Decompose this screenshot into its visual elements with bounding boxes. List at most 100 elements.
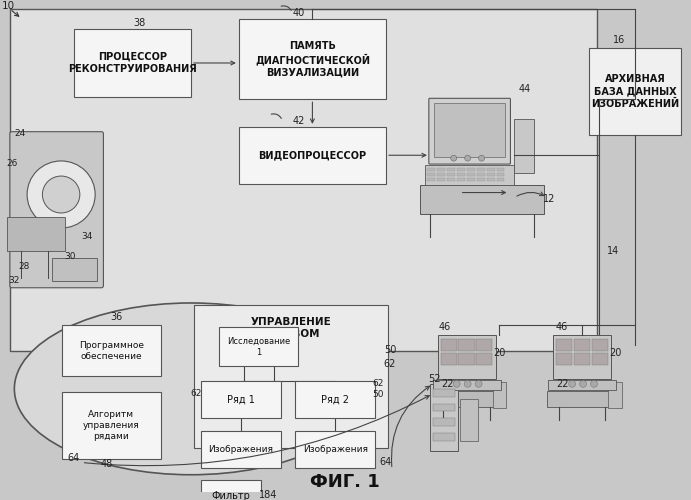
Circle shape [464,380,471,388]
Text: 34: 34 [81,232,92,241]
Text: 64: 64 [379,458,391,468]
FancyBboxPatch shape [457,168,464,172]
FancyBboxPatch shape [441,339,457,351]
FancyBboxPatch shape [7,218,65,251]
FancyBboxPatch shape [447,178,455,182]
FancyBboxPatch shape [493,382,507,408]
FancyBboxPatch shape [219,327,299,366]
FancyBboxPatch shape [466,178,475,182]
Text: АРХИВНАЯ
БАЗА ДАННЫХ
ИЗОБРАЖЕНИЙ: АРХИВНАЯ БАЗА ДАННЫХ ИЗОБРАЖЕНИЙ [591,74,679,109]
FancyBboxPatch shape [457,173,464,176]
FancyBboxPatch shape [591,339,608,351]
Text: 32: 32 [8,276,19,285]
FancyBboxPatch shape [574,353,590,366]
FancyBboxPatch shape [433,418,455,426]
FancyBboxPatch shape [10,132,104,288]
FancyBboxPatch shape [432,390,502,406]
Text: Алгоритм
управления
рядами: Алгоритм управления рядами [83,410,140,441]
FancyBboxPatch shape [497,173,504,176]
Circle shape [569,380,576,388]
FancyBboxPatch shape [447,168,455,172]
FancyBboxPatch shape [420,184,545,214]
Text: 52: 52 [428,374,441,384]
FancyBboxPatch shape [425,165,514,184]
Text: 62: 62 [384,360,396,370]
FancyBboxPatch shape [433,433,455,441]
FancyBboxPatch shape [486,168,495,172]
Text: 20: 20 [609,348,622,358]
Text: ПРОЦЕССОР
РЕКОНСТРУИРОВАНИЯ: ПРОЦЕССОР РЕКОНСТРУИРОВАНИЯ [68,52,197,74]
Ellipse shape [15,303,368,474]
Text: 12: 12 [543,194,556,204]
FancyBboxPatch shape [547,390,617,406]
FancyBboxPatch shape [201,431,281,469]
FancyBboxPatch shape [427,168,435,172]
FancyBboxPatch shape [427,173,435,176]
Text: 28: 28 [18,262,30,270]
FancyBboxPatch shape [427,178,435,182]
Circle shape [451,156,457,161]
Text: УПРАВЛЕНИЕ
АРХИВОМ: УПРАВЛЕНИЕ АРХИВОМ [251,317,332,339]
FancyBboxPatch shape [434,103,505,157]
FancyBboxPatch shape [437,335,495,379]
FancyBboxPatch shape [477,178,484,182]
FancyBboxPatch shape [458,339,475,351]
Text: 62
50: 62 50 [372,379,384,398]
Text: Ряд 2: Ряд 2 [321,394,349,404]
FancyBboxPatch shape [477,168,484,172]
FancyBboxPatch shape [466,168,475,172]
Text: 10: 10 [1,1,15,11]
FancyBboxPatch shape [430,384,457,450]
FancyBboxPatch shape [476,339,493,351]
FancyBboxPatch shape [608,382,622,408]
Text: 24: 24 [15,129,26,138]
FancyBboxPatch shape [239,19,386,100]
Text: 22: 22 [442,379,454,389]
Circle shape [475,380,482,388]
Circle shape [42,176,80,213]
FancyBboxPatch shape [486,173,495,176]
FancyBboxPatch shape [497,178,504,182]
Circle shape [453,380,460,388]
FancyBboxPatch shape [556,339,572,351]
Text: 50: 50 [384,344,396,354]
FancyBboxPatch shape [296,431,375,469]
FancyBboxPatch shape [476,353,493,366]
FancyBboxPatch shape [437,178,445,182]
FancyBboxPatch shape [433,389,455,396]
FancyBboxPatch shape [477,173,484,176]
Text: 48: 48 [100,460,113,469]
FancyBboxPatch shape [433,404,455,411]
FancyBboxPatch shape [447,173,455,176]
FancyBboxPatch shape [574,339,590,351]
Text: 26: 26 [6,158,17,168]
Text: 22: 22 [556,379,569,389]
Circle shape [479,156,484,161]
Text: 38: 38 [133,18,145,28]
Text: 14: 14 [607,246,619,256]
FancyBboxPatch shape [497,168,504,172]
Text: 184: 184 [259,490,278,500]
Text: 64: 64 [68,452,79,462]
FancyBboxPatch shape [486,178,495,182]
FancyBboxPatch shape [591,353,608,366]
Text: 40: 40 [292,8,305,18]
Text: Изображения: Изображения [303,445,368,454]
FancyBboxPatch shape [437,168,445,172]
FancyBboxPatch shape [437,173,445,176]
FancyBboxPatch shape [73,28,191,98]
FancyBboxPatch shape [466,173,475,176]
FancyBboxPatch shape [548,380,616,390]
Text: 42: 42 [292,116,305,126]
Text: Изображения: Изображения [208,445,273,454]
Text: 36: 36 [111,312,122,322]
FancyBboxPatch shape [201,381,281,418]
Text: 62: 62 [190,390,202,398]
FancyBboxPatch shape [556,353,572,366]
FancyBboxPatch shape [239,127,386,184]
FancyBboxPatch shape [441,353,457,366]
Text: 16: 16 [613,36,625,46]
FancyBboxPatch shape [553,335,612,379]
Circle shape [464,156,471,161]
FancyBboxPatch shape [514,119,534,173]
